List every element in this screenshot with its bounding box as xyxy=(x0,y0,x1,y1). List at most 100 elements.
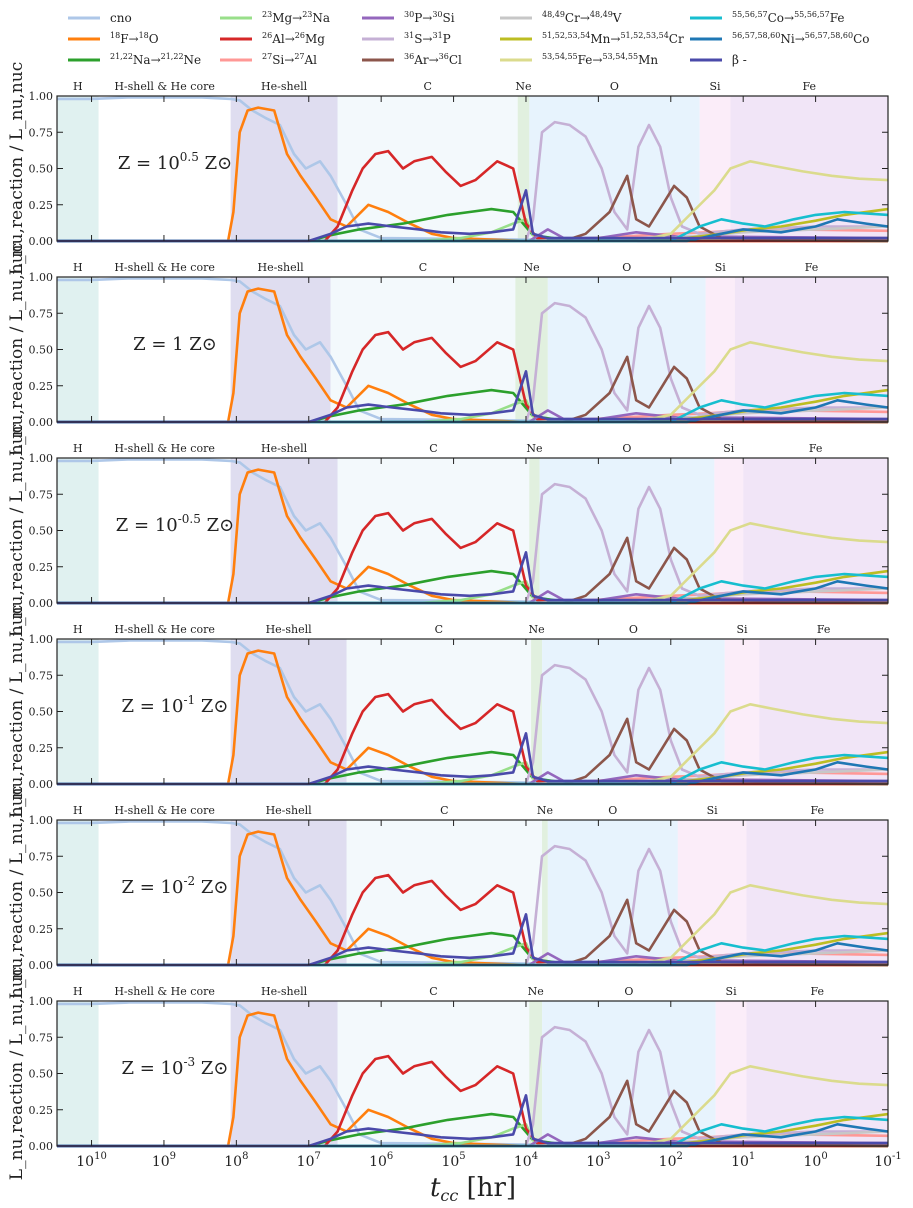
phase-region-4 xyxy=(529,1001,543,1146)
phase-label: H-shell & He core xyxy=(114,623,215,636)
y-tick-label: 0.75 xyxy=(29,126,54,139)
phase-region-0 xyxy=(57,639,99,784)
x-tick-label: 102 xyxy=(659,1151,683,1170)
phase-region-2 xyxy=(230,96,338,241)
panels: H H-shell & He core He-shell C Ne O Si Fe 0.00 0.… xyxy=(7,62,889,1180)
phase-region-5 xyxy=(539,458,715,603)
series-line-s31 xyxy=(57,301,888,424)
y-axis-label: L_nu,reaction / L_nu,nuc xyxy=(7,62,27,275)
y-tick-label: 0.00 xyxy=(29,416,54,429)
phase-label: H xyxy=(73,804,83,817)
phase-label: H-shell & He core xyxy=(114,985,215,998)
phase-label: Si xyxy=(726,985,738,998)
phase-region-4 xyxy=(542,820,548,965)
series-line-s31 xyxy=(57,482,888,605)
phase-label: H xyxy=(73,80,83,93)
panel-label: Z = 100.5 Z⊙ xyxy=(118,150,232,174)
phase-label: O xyxy=(610,80,619,93)
phase-label: Fe xyxy=(809,442,823,455)
series-line-fe xyxy=(57,1065,889,1148)
y-tick-label: 0.00 xyxy=(29,597,54,610)
y-tick-label: 0.00 xyxy=(29,778,54,791)
series-line-co xyxy=(57,210,889,243)
series-line-s31 xyxy=(57,1025,888,1148)
phase-region-2 xyxy=(230,639,347,784)
legend-label-si27: 27Si→27Al xyxy=(262,52,317,67)
phase-label: He-shell xyxy=(258,261,305,274)
y-tick-label: 1.00 xyxy=(29,271,54,284)
phase-label: Ne xyxy=(528,623,544,636)
x-tick-label: 105 xyxy=(441,1151,465,1170)
phase-label: H xyxy=(73,985,83,998)
y-tick-label: 0.25 xyxy=(29,561,54,574)
legend-label-cno: cno xyxy=(110,11,132,25)
phase-label: C xyxy=(419,261,427,274)
phase-region-4 xyxy=(531,639,543,784)
phase-region-2 xyxy=(230,820,347,965)
phase-label: Fe xyxy=(810,985,824,998)
y-tick-label: 0.50 xyxy=(29,525,54,538)
series-line-co xyxy=(57,391,889,424)
y-tick-label: 0.75 xyxy=(29,1031,54,1044)
series-line-fe xyxy=(57,522,889,605)
y-axis-label: L_nu,reaction / L_nu,nuc xyxy=(7,243,27,456)
series-line-fe xyxy=(57,884,889,967)
phase-region-7 xyxy=(743,458,888,603)
y-tick-label: 1.00 xyxy=(29,452,54,465)
y-tick-label: 0.25 xyxy=(29,742,54,755)
legend-label-mn: 51,52,53,54Mn→51,52,53,54Cr xyxy=(542,31,684,46)
y-tick-label: 0.25 xyxy=(29,1104,54,1117)
phase-region-0 xyxy=(57,820,99,965)
y-axis-label: L_nu,reaction / L_nu,nuc xyxy=(7,424,27,637)
series-line-fe xyxy=(57,160,889,243)
phase-region-3 xyxy=(337,1001,530,1146)
panel-3: H H-shell & He core He-shell C Ne O Si Fe 0.00 0.… xyxy=(7,605,889,818)
phase-region-0 xyxy=(57,458,99,603)
legend-label-p30: 30P→30Si xyxy=(404,10,455,25)
legend-label-ar36: 36Ar→36Cl xyxy=(404,52,462,67)
series-line-fe xyxy=(57,703,889,786)
phase-label: C xyxy=(429,985,437,998)
series-line-f18 xyxy=(57,287,888,424)
y-tick-label: 1.00 xyxy=(29,995,54,1008)
phase-region-2 xyxy=(230,1001,338,1146)
phase-region-6 xyxy=(714,458,744,603)
y-tick-label: 0.25 xyxy=(29,380,54,393)
panel-4: H H-shell & He core He-shell C Ne O Si Fe 0.00 0.… xyxy=(7,786,889,999)
phase-label: Si xyxy=(709,80,721,93)
phase-label: C xyxy=(435,623,443,636)
y-tick-label: 0.25 xyxy=(29,199,54,212)
phase-label: He-shell xyxy=(261,985,308,998)
y-tick-label: 0.75 xyxy=(29,669,54,682)
x-tick-label: 104 xyxy=(514,1151,538,1170)
x-tick-label: 101 xyxy=(731,1151,755,1170)
phase-region-6 xyxy=(699,96,731,241)
phase-label: Si xyxy=(707,804,719,817)
phase-region-7 xyxy=(746,820,888,965)
y-tick-label: 0.75 xyxy=(29,850,54,863)
y-tick-label: 0.75 xyxy=(29,488,54,501)
phase-label: H xyxy=(73,442,83,455)
phase-region-7 xyxy=(734,277,888,422)
phase-region-0 xyxy=(57,96,99,241)
phase-label: Fe xyxy=(810,804,824,817)
phase-region-7 xyxy=(730,96,888,241)
series-line-f18 xyxy=(57,649,888,786)
phase-label: H xyxy=(73,261,83,274)
y-tick-label: 0.00 xyxy=(29,1140,54,1153)
phase-label: H-shell & He core xyxy=(114,80,215,93)
phase-label: O xyxy=(629,623,638,636)
y-tick-label: 0.50 xyxy=(29,163,54,176)
phase-region-4 xyxy=(517,96,530,241)
phase-region-3 xyxy=(337,458,530,603)
x-tick-label: 103 xyxy=(586,1151,610,1170)
phase-region-5 xyxy=(547,820,678,965)
y-tick-label: 1.00 xyxy=(29,633,54,646)
legend-label-ni: 56,57,58,60Ni→56,57,58,60Co xyxy=(732,31,870,46)
phase-label: Si xyxy=(736,623,748,636)
phase-label: Ne xyxy=(528,985,544,998)
phase-label: Fe xyxy=(805,261,819,274)
phase-region-3 xyxy=(346,639,532,784)
series-line-s31 xyxy=(57,663,888,786)
phase-label: Fe xyxy=(817,623,831,636)
